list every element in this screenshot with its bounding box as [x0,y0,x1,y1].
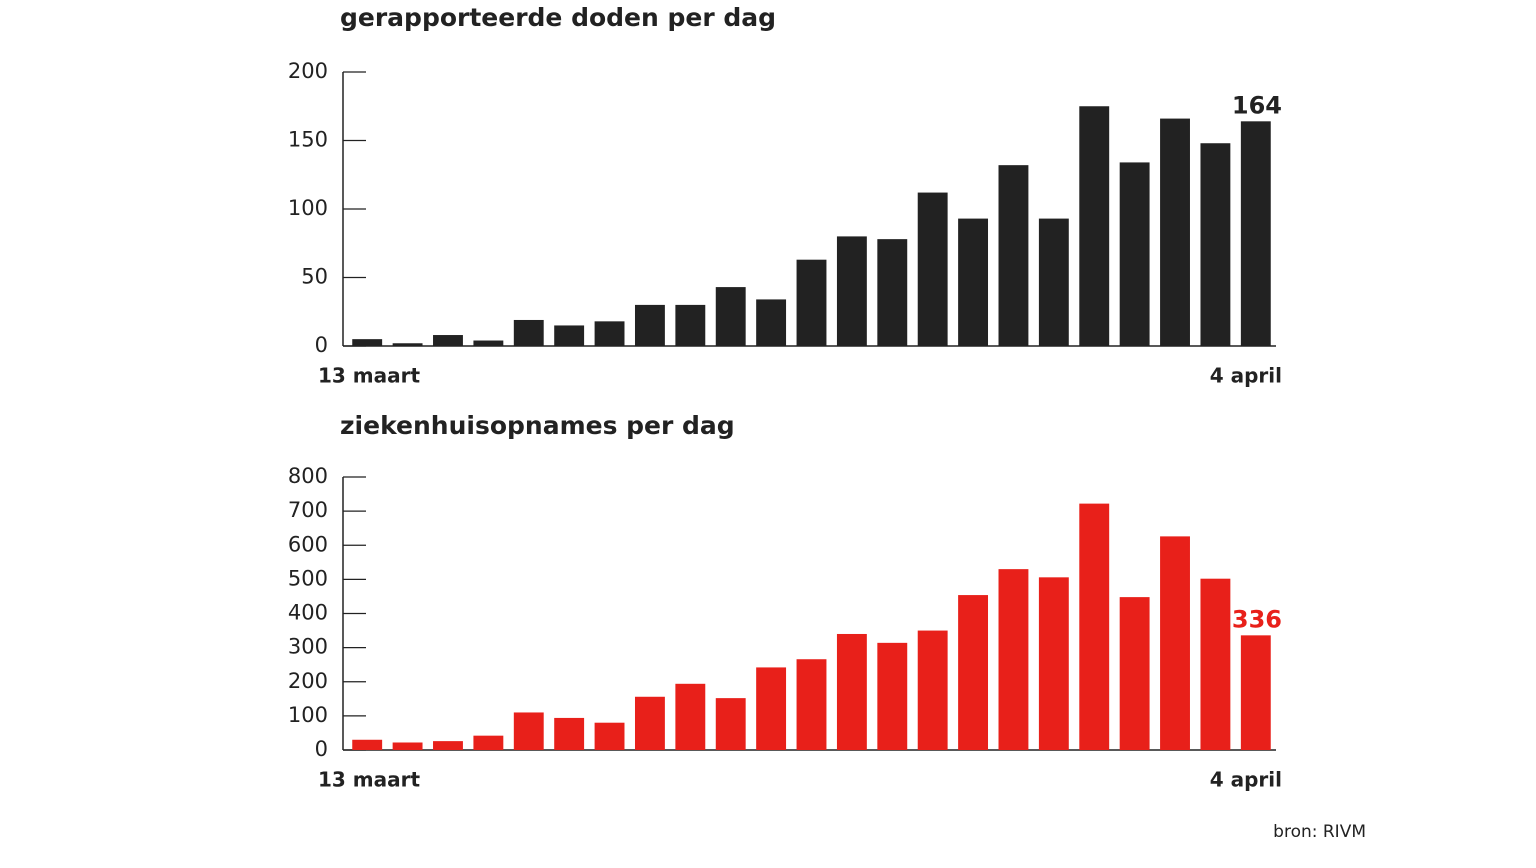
y-tick-label: 50 [301,265,328,289]
bar [1160,536,1190,750]
y-tick-label: 800 [288,464,328,488]
y-tick-label: 150 [288,128,328,152]
bar [1079,106,1110,346]
y-tick-label: 0 [315,333,328,357]
bar [634,696,665,750]
bar [1240,635,1271,750]
bar [836,236,867,346]
bar [1160,118,1190,346]
bar [998,165,1029,346]
bar [554,717,585,750]
bar [917,192,948,346]
bar [836,633,867,750]
y-tick-label: 200 [288,59,328,83]
bar [998,569,1029,750]
bar [634,304,665,346]
bar [877,642,908,750]
bar [917,630,948,750]
y-tick-label: 100 [288,196,328,220]
bar [1079,503,1110,750]
bar [352,739,383,750]
bar [958,595,989,750]
bar [433,741,463,750]
bar [715,698,746,750]
bar [1200,578,1231,750]
y-tick-label: 700 [288,498,328,522]
y-tick-label: 400 [288,601,328,625]
bar [1240,121,1271,346]
bar [675,683,706,750]
y-tick-label: 200 [288,669,328,693]
bar [1038,577,1069,750]
bar [1200,143,1231,346]
x-tick-label: 4 april [1210,768,1282,792]
bar [958,218,989,346]
bar [473,340,504,346]
y-tick-label: 500 [288,566,328,590]
bar [877,239,908,346]
y-tick-label: 0 [315,737,328,761]
x-tick-label: 13 maart [318,768,420,792]
bar [594,722,625,750]
bar [715,287,746,346]
y-tick-label: 100 [288,703,328,727]
bar [594,321,625,346]
value-label: 164 [1232,91,1282,119]
y-tick-label: 600 [288,532,328,556]
bar [473,735,504,750]
bar [1038,218,1069,346]
bar [554,325,585,346]
bar [392,343,423,346]
bar [675,304,706,346]
bar [1119,162,1150,346]
bar [756,667,787,750]
chart-title: ziekenhuisopnames per dag [340,411,735,440]
bar [1119,597,1150,750]
x-tick-label: 4 april [1210,364,1282,388]
bar [756,299,787,346]
y-tick-label: 300 [288,635,328,659]
x-tick-label: 13 maart [318,364,420,388]
value-label: 336 [1232,605,1282,633]
bar [796,259,827,346]
bar [433,335,463,346]
bar [392,742,423,750]
chart-title: gerapporteerde doden per dag [340,3,776,32]
source: bron: RIVM [1273,822,1366,842]
bar [352,339,383,346]
bar [796,659,827,750]
bar [513,712,544,750]
bar [513,319,544,346]
